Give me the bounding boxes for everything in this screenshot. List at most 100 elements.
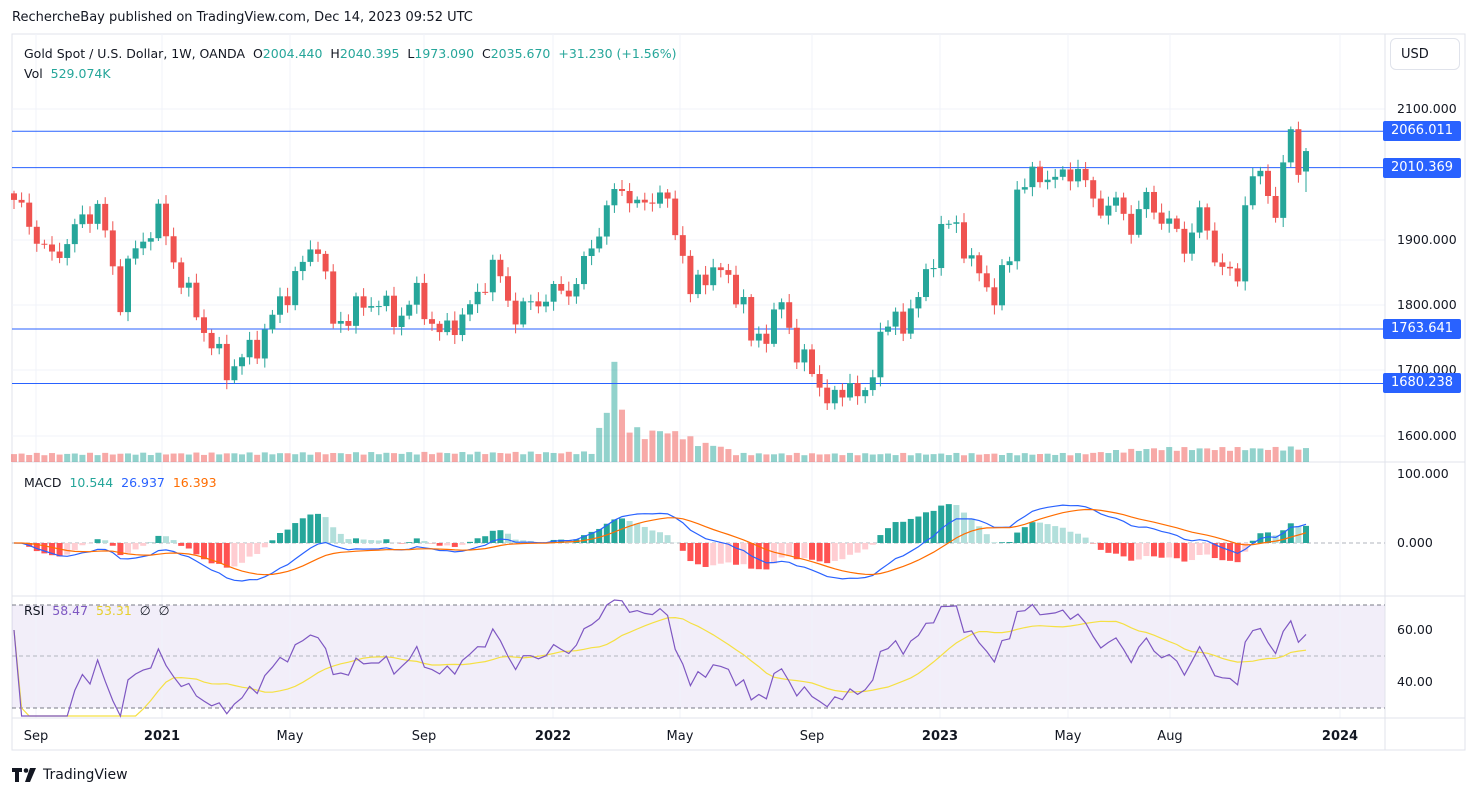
tradingview-logo[interactable]: TradingView — [12, 767, 128, 783]
candle-body — [710, 267, 717, 286]
candle-body — [1120, 197, 1127, 214]
volume-bar — [1211, 450, 1218, 462]
candle-body — [565, 290, 572, 297]
candle-body — [1166, 218, 1173, 224]
volume-bar — [976, 454, 983, 462]
macd-histogram-bar — [1120, 543, 1127, 557]
candle-body — [421, 282, 428, 320]
candle-body — [527, 301, 534, 303]
candle-body — [512, 300, 519, 325]
candle-body — [1082, 168, 1089, 181]
volume-bar — [695, 446, 701, 462]
macd-histogram-bar — [505, 533, 511, 543]
time-tick: Sep — [799, 729, 825, 744]
macd-histogram-bar — [444, 543, 451, 546]
volume-bar — [489, 452, 496, 462]
macd-histogram-bar — [558, 539, 565, 543]
macd-histogram-bar — [140, 543, 147, 546]
volume-bar — [831, 453, 838, 462]
candle-body — [1211, 230, 1218, 263]
volume-bar — [961, 455, 967, 462]
candle-body — [489, 259, 496, 293]
volume-bar — [953, 452, 960, 462]
candle-body — [983, 273, 990, 288]
volume-bar — [1120, 452, 1127, 462]
candle-body — [451, 320, 458, 336]
macd-histogram-bar — [231, 543, 238, 567]
rsi-label[interactable]: RSI — [24, 603, 45, 618]
macd-histogram-bar — [56, 543, 63, 557]
volume-bar — [337, 453, 344, 462]
candle-body — [649, 202, 656, 204]
volume-bar — [809, 453, 815, 462]
macd-histogram-bar — [345, 539, 352, 543]
candle-body — [125, 258, 131, 313]
volume-bar — [1067, 455, 1074, 462]
volume-bar — [1249, 448, 1256, 462]
rsi-legend: RSI 58.47 53.31 ∅ ∅ — [24, 603, 170, 618]
macd-label[interactable]: MACD — [24, 475, 62, 490]
time-tick: 2021 — [143, 729, 181, 744]
macd-histogram-bar — [1249, 540, 1256, 543]
candle-body — [398, 315, 405, 327]
high-label: H — [330, 46, 340, 61]
candle-body — [1249, 176, 1256, 206]
macd-histogram-bar — [702, 543, 709, 567]
macd-histogram-bar — [1067, 531, 1074, 543]
macd-histogram-bar — [315, 513, 321, 543]
candle-body — [1021, 187, 1028, 190]
volume-bar — [1029, 454, 1036, 462]
macd-histogram-bar — [641, 526, 648, 543]
macd-histogram-bar — [41, 543, 48, 554]
candle-body — [459, 314, 466, 336]
candle-body — [277, 296, 283, 315]
macd-histogram-bar — [489, 530, 496, 543]
candle-body — [687, 255, 694, 295]
macd-histogram-bar — [254, 543, 261, 554]
candle-body — [1287, 129, 1294, 163]
candle-body — [1113, 197, 1119, 206]
macd-histogram-bar — [679, 543, 686, 551]
candle-body — [581, 256, 587, 285]
candle-body — [353, 296, 359, 326]
volume-bar — [360, 454, 367, 462]
volume-bar — [1105, 453, 1112, 462]
volume-bar — [1265, 449, 1271, 462]
macd-histogram-bar — [588, 531, 595, 543]
currency-button[interactable]: USD — [1390, 38, 1460, 70]
close-value: 2035.670 — [490, 46, 551, 61]
candle-body — [147, 238, 154, 242]
volume-bar — [839, 455, 846, 462]
candle-body — [664, 192, 671, 199]
macd-histogram-bar — [664, 535, 671, 543]
candle-body — [102, 203, 109, 231]
volume-bar — [626, 432, 633, 462]
volume-bar — [299, 452, 306, 462]
volume-bar — [968, 453, 975, 462]
candle-body — [41, 243, 48, 245]
candle-body — [406, 304, 413, 316]
volume-bar — [49, 453, 55, 462]
candle-body — [11, 193, 17, 200]
macd-histogram-bar — [1173, 543, 1180, 559]
volume-bar — [702, 442, 709, 462]
macd-histogram-bar — [999, 542, 1005, 543]
volume-bar — [558, 453, 565, 462]
candle-body — [1014, 189, 1021, 262]
volume-bar — [1037, 454, 1043, 462]
candle-body — [543, 301, 549, 307]
macd-histogram-bar — [223, 543, 230, 568]
rsi-tick: 60.00 — [1397, 622, 1433, 637]
volume-bar — [687, 436, 694, 462]
volume-bar — [573, 454, 580, 462]
volume-bar — [398, 453, 405, 462]
macd-histogram-bar — [1128, 543, 1135, 561]
level-label: 1763.641 — [1383, 319, 1461, 339]
macd-histogram-bar — [360, 539, 367, 543]
volume-bar — [991, 453, 998, 462]
volume-bar — [429, 454, 435, 462]
macd-histogram-bar — [132, 543, 139, 550]
symbol-title[interactable]: Gold Spot / U.S. Dollar, 1W, OANDA — [24, 46, 245, 61]
candle-body — [968, 255, 975, 259]
